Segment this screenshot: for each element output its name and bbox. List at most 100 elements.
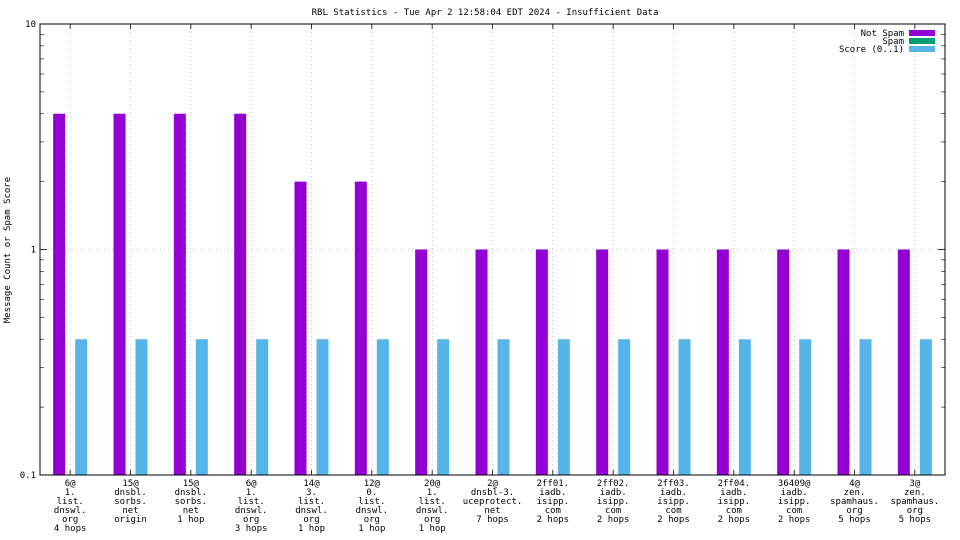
bar xyxy=(437,339,450,475)
x-tick-label: isipp. xyxy=(778,497,811,507)
bar xyxy=(837,249,850,475)
x-tick-label: list. xyxy=(238,497,265,507)
x-tick-label: dnswl. xyxy=(416,506,449,516)
bar xyxy=(256,339,269,475)
x-tick-label: 2ff03. xyxy=(657,479,690,489)
bar xyxy=(859,339,872,475)
bar xyxy=(173,113,186,475)
legend-label: Score (0..1) xyxy=(839,45,904,55)
x-tick-label: 4 hops xyxy=(54,524,87,534)
x-tick-label: 2ff04. xyxy=(718,479,751,489)
x-tick-label: list. xyxy=(419,497,446,507)
x-tick-label: uceprotect. xyxy=(463,497,523,507)
bar xyxy=(113,113,126,475)
bar xyxy=(596,249,609,475)
x-tick-label: 3. xyxy=(306,488,317,498)
x-tick-label: org xyxy=(62,515,78,525)
x-tick-label: 6@ xyxy=(246,479,257,489)
x-tick-label: isipp. xyxy=(597,497,630,507)
x-tick-label: org xyxy=(846,506,862,516)
bar xyxy=(716,249,729,475)
x-tick-label: net xyxy=(183,506,199,516)
x-tick-label: 15@ xyxy=(183,479,200,489)
x-tick-label: com xyxy=(545,506,561,516)
x-tick-label: 6@ xyxy=(65,479,76,489)
bar xyxy=(135,339,148,475)
x-tick-label: 2 hops xyxy=(657,515,690,525)
bar xyxy=(316,339,329,475)
x-tick-label: iadb. xyxy=(660,488,687,498)
x-tick-label: list. xyxy=(57,497,84,507)
x-tick-label: 1 hop xyxy=(298,524,325,534)
x-tick-label: sorbs. xyxy=(175,497,208,507)
x-tick-label: org xyxy=(303,515,319,525)
x-tick-label: 14@ xyxy=(303,479,320,489)
x-tick-label: 4@ xyxy=(849,479,860,489)
x-tick-label: sorbs. xyxy=(114,497,147,507)
x-tick-label: 15@ xyxy=(122,479,139,489)
x-tick-label: 1 hop xyxy=(358,524,385,534)
x-tick-label: iadb. xyxy=(539,488,566,498)
x-tick-label: spamhaus. xyxy=(830,497,879,507)
x-tick-label: com xyxy=(786,506,802,516)
x-tick-label: dnsbl. xyxy=(114,488,147,498)
x-tick-label: com xyxy=(726,506,742,516)
y-tick-label: 0.1 xyxy=(20,471,36,481)
bar xyxy=(656,249,669,475)
x-tick-label: 20@ xyxy=(424,479,441,489)
x-tick-label: iadb. xyxy=(600,488,627,498)
x-tick-label: org xyxy=(907,506,923,516)
x-tick-label: 1 hop xyxy=(419,524,446,534)
x-tick-label: org xyxy=(243,515,259,525)
legend-swatch xyxy=(909,38,935,44)
x-tick-label: iadb. xyxy=(781,488,808,498)
x-tick-label: com xyxy=(605,506,621,516)
bar xyxy=(738,339,751,475)
x-tick-label: list. xyxy=(298,497,325,507)
x-tick-label: list. xyxy=(358,497,385,507)
x-tick-label: 2 hops xyxy=(718,515,751,525)
x-tick-label: 2 hops xyxy=(778,515,811,525)
grid-layer xyxy=(40,24,945,475)
legend-swatch xyxy=(909,30,935,36)
legend-label: Not Spam xyxy=(861,29,904,39)
bar xyxy=(678,339,691,475)
x-tick-label: 3@ xyxy=(909,479,920,489)
x-tick-label: 1 hop xyxy=(177,515,204,525)
x-tick-label: zen. xyxy=(844,488,866,498)
bar xyxy=(557,339,570,475)
x-tick-label: zen. xyxy=(904,488,926,498)
x-tick-label: dnswl. xyxy=(295,506,328,516)
x-tick-label: com xyxy=(665,506,681,516)
x-tick-label: 2 hops xyxy=(597,515,630,525)
x-tick-label: isipp. xyxy=(537,497,570,507)
bar xyxy=(294,181,307,475)
x-tick-label: spamhaus. xyxy=(890,497,939,507)
bar xyxy=(497,339,510,475)
x-tick-label: org xyxy=(424,515,440,525)
x-tick-label: iadb. xyxy=(720,488,747,498)
x-tick-label: org xyxy=(364,515,380,525)
x-tick-label: 2ff02. xyxy=(597,479,630,489)
bar xyxy=(75,339,88,475)
legend-label: Spam xyxy=(882,37,904,47)
x-tick-label: isipp. xyxy=(657,497,690,507)
x-tick-label: 0. xyxy=(366,488,377,498)
bar xyxy=(376,339,389,475)
y-axis-label: Message Count or Spam Score xyxy=(3,177,13,323)
bar xyxy=(234,113,247,475)
bar xyxy=(535,249,548,475)
bar xyxy=(53,113,66,475)
bar xyxy=(777,249,790,475)
bar xyxy=(354,181,367,475)
x-tick-label: origin xyxy=(114,515,147,525)
legend-swatch xyxy=(909,46,935,52)
bar xyxy=(897,249,910,475)
x-tick-label: dnsbl. xyxy=(175,488,208,498)
x-tick-label: 5 hops xyxy=(838,515,871,525)
y-tick-label: 10 xyxy=(25,20,36,30)
bar-layer xyxy=(53,113,932,475)
bar xyxy=(415,249,428,475)
